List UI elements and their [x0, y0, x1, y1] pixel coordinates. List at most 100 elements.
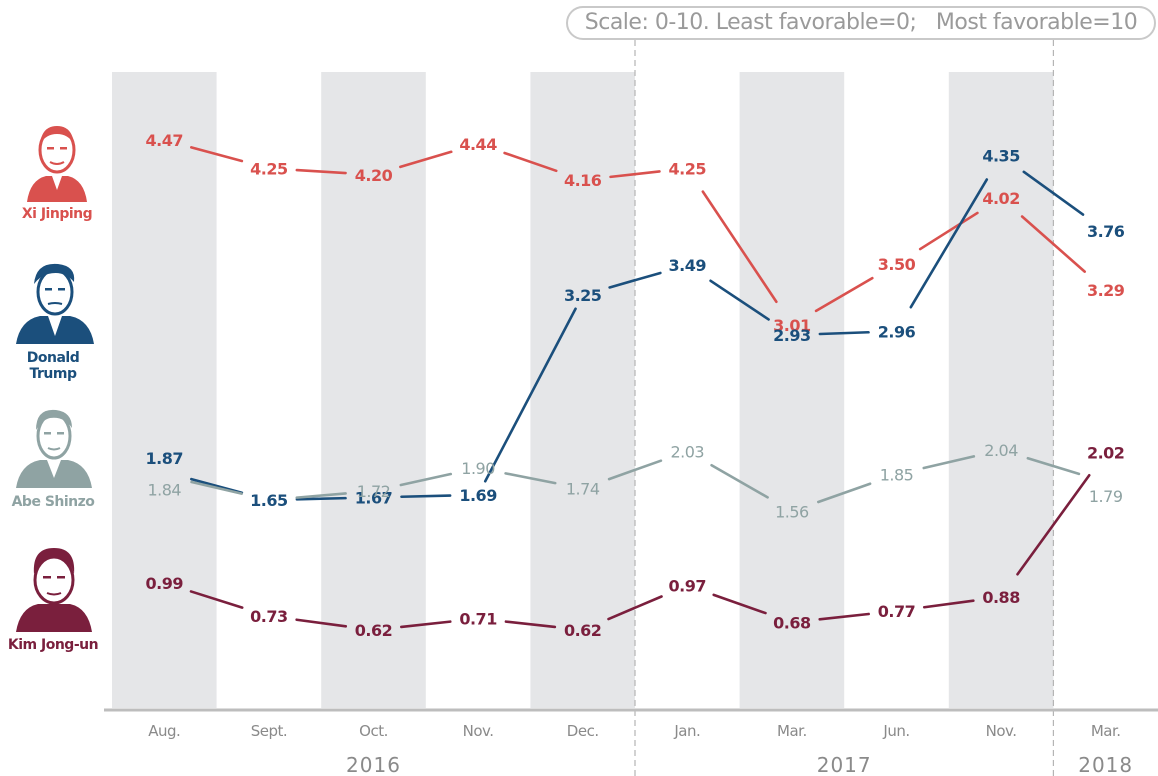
x-tick-label: Nov. [463, 722, 494, 740]
abe-line-segment [817, 482, 872, 504]
abe-line-segment [607, 459, 663, 481]
abe-data-label: 2.03 [670, 442, 704, 461]
kim-line-segment [922, 599, 975, 609]
x-tick-label: Sept. [251, 722, 287, 740]
kim-data-label: 0.68 [773, 613, 811, 632]
xi-data-label: 4.25 [669, 159, 707, 178]
scale-note: Scale: 0-10. Least favorable=0; Most fav… [566, 6, 1156, 40]
abe-data-label: 1.85 [880, 465, 914, 484]
xi-line-segment [295, 168, 347, 175]
xi-data-label: 3.01 [773, 316, 811, 335]
x-tick-label: Mar. [777, 722, 807, 740]
trump-data-label: 4.35 [982, 146, 1020, 165]
donald-trump-portrait-icon [16, 263, 94, 344]
xi-line-segment [918, 211, 979, 251]
xi-data-label: 4.16 [564, 171, 602, 190]
abe-line-segment [295, 492, 347, 499]
year-label: 2016 [346, 753, 401, 776]
kim-line-segment [504, 620, 557, 629]
kim-data-label: 0.88 [982, 588, 1020, 607]
trump-line-segment [818, 330, 870, 336]
xi-line-segment [399, 150, 453, 169]
x-tick-label: Dec. [567, 722, 599, 740]
abe-line-segment [504, 472, 557, 485]
xi-data-label: 4.47 [146, 131, 183, 150]
kim-jong-un-portrait-icon [16, 548, 92, 632]
x-tick-label: Oct. [359, 722, 388, 740]
kim-data-label: 2.02 [1087, 444, 1124, 463]
xi-line-segment [701, 190, 778, 304]
kim-data-label: 0.97 [669, 577, 706, 596]
trump-line-segment [295, 496, 347, 501]
abe-line-segment [190, 480, 243, 495]
kim-line-segment [607, 595, 663, 621]
kim-data-label: 0.62 [355, 621, 392, 640]
kim-data-label: 0.73 [250, 607, 287, 626]
abe-line-segment [399, 472, 453, 487]
xi-line-segment [609, 170, 661, 179]
x-tick-label: Aug. [148, 722, 180, 740]
kim-data-label: 0.62 [564, 621, 601, 640]
x-tick-label: Nov. [986, 722, 1017, 740]
xi-line-segment [190, 146, 244, 163]
column-band [112, 72, 217, 708]
legend-xi-jinping: Xi Jinping [21, 206, 93, 222]
abe-data-label: 1.56 [775, 502, 809, 521]
kim-line-segment [818, 612, 870, 621]
trump-line-segment [483, 307, 577, 483]
kim-line-segment [1016, 473, 1091, 576]
kim-line-segment [400, 620, 452, 629]
trump-data-label: 3.49 [669, 256, 707, 275]
kim-line-segment [295, 618, 348, 628]
year-label: 2018 [1078, 753, 1133, 776]
abe-line-segment [710, 463, 769, 499]
kim-data-label: 0.77 [878, 602, 915, 621]
xi-data-label: 4.44 [459, 135, 497, 154]
legend-donald-trump: Donald Trump [26, 350, 80, 382]
xi-data-label: 4.20 [355, 166, 393, 185]
trump-data-label: 1.69 [459, 486, 497, 505]
column-band [321, 72, 426, 708]
abe-data-label: 1.90 [461, 459, 495, 478]
kim-data-label: 0.99 [146, 574, 184, 593]
xi-data-label: 3.50 [878, 255, 916, 274]
trump-data-label: 3.25 [564, 286, 602, 305]
abe-data-label: 1.74 [566, 479, 600, 498]
trump-data-label: 2.96 [878, 322, 916, 341]
legend-abe-shinzo: Abe Shinzo [11, 494, 95, 510]
x-tick-label: Mar. [1091, 722, 1121, 740]
trump-line-segment [1022, 170, 1085, 216]
x-tick-label: Jun. [882, 722, 909, 740]
abe-data-label: 1.84 [147, 481, 181, 500]
year-label: 2017 [817, 753, 872, 776]
abe-line-segment [1026, 456, 1081, 476]
legend-kim-jong-un: Kim Jong-un [7, 637, 99, 653]
kim-line-segment [189, 590, 244, 609]
kim-data-label: 0.71 [459, 610, 497, 629]
abe-data-label: 1.72 [357, 482, 391, 501]
trump-line-segment [709, 279, 770, 321]
abe-data-label: 1.79 [1089, 487, 1123, 506]
column-band [739, 72, 845, 708]
xi-line-segment [503, 151, 558, 173]
xi-jinping-portrait-icon [27, 126, 87, 202]
abe-line-segment [922, 455, 976, 470]
abe-data-label: 2.04 [984, 441, 1018, 460]
xi-data-label: 4.25 [250, 159, 288, 178]
trump-data-label: 1.67 [355, 488, 392, 507]
trump-data-label: 2.93 [773, 326, 810, 345]
column-band [948, 72, 1054, 708]
trump-data-label: 3.76 [1087, 222, 1125, 241]
trump-line-segment [909, 178, 989, 309]
abe-shinzo-portrait-icon [16, 409, 92, 488]
xi-line-segment [1020, 215, 1086, 273]
trump-line-segment [608, 271, 662, 289]
column-band [530, 72, 635, 708]
xi-data-label: 3.29 [1087, 281, 1125, 300]
xi-line-segment [814, 276, 874, 313]
trump-line-segment [400, 494, 452, 499]
trump-data-label: 1.87 [146, 449, 183, 468]
trump-data-label: 1.65 [250, 491, 288, 510]
xi-data-label: 4.02 [982, 189, 1019, 208]
